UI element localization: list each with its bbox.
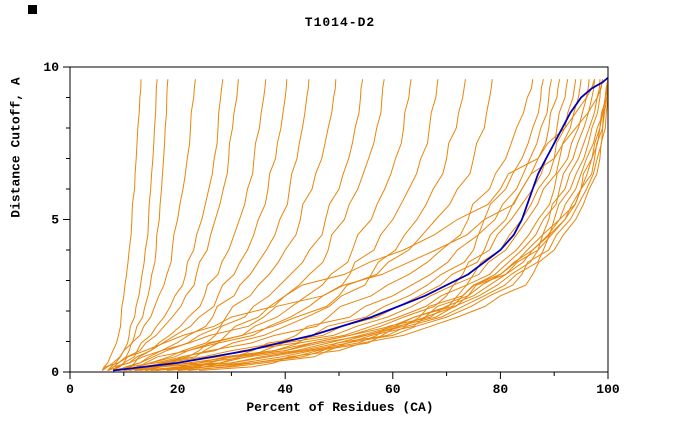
model-curve [101, 79, 142, 371]
x-tick-label: 80 [493, 382, 509, 397]
model-curve [107, 79, 158, 371]
model-curve [188, 79, 609, 371]
model-curve [156, 79, 601, 371]
x-tick-label: 60 [385, 382, 401, 397]
model-curve [134, 79, 609, 371]
model-curve [123, 79, 544, 371]
x-tick-label: 40 [277, 382, 293, 397]
model-curve [123, 79, 385, 371]
model-curve [112, 79, 288, 371]
y-tick-label: 5 [51, 213, 59, 228]
x-tick-label: 100 [596, 382, 620, 397]
model-curve [199, 79, 609, 371]
model-curve [150, 79, 609, 371]
best-model-curve [112, 77, 609, 372]
model-curve [107, 79, 196, 371]
model-curve [129, 79, 439, 371]
model-curve [145, 79, 590, 371]
model-curve [145, 79, 569, 371]
x-tick-label: 20 [170, 382, 186, 397]
model-curve [107, 79, 239, 371]
model-curve [118, 79, 267, 371]
model-curve [166, 79, 595, 371]
model-curve [112, 79, 534, 371]
model-curve [123, 79, 310, 371]
model-curve [134, 79, 552, 371]
model-curve [134, 79, 412, 371]
x-tick-label: 0 [66, 382, 74, 397]
model-curve [134, 79, 577, 371]
model-curve [129, 79, 364, 371]
y-tick-label: 0 [51, 365, 59, 380]
model-curve [102, 79, 169, 371]
model-curve [177, 79, 609, 371]
model-curve [107, 79, 604, 371]
model-curve [112, 79, 224, 371]
y-tick-label: 10 [43, 60, 59, 75]
chart-title: T1014-D2 [304, 15, 376, 30]
corner-artifact-mark [28, 5, 37, 14]
model-curve [118, 79, 493, 371]
model-curve [118, 79, 337, 371]
x-axis-label: Percent of Residues (CA) [246, 400, 434, 415]
